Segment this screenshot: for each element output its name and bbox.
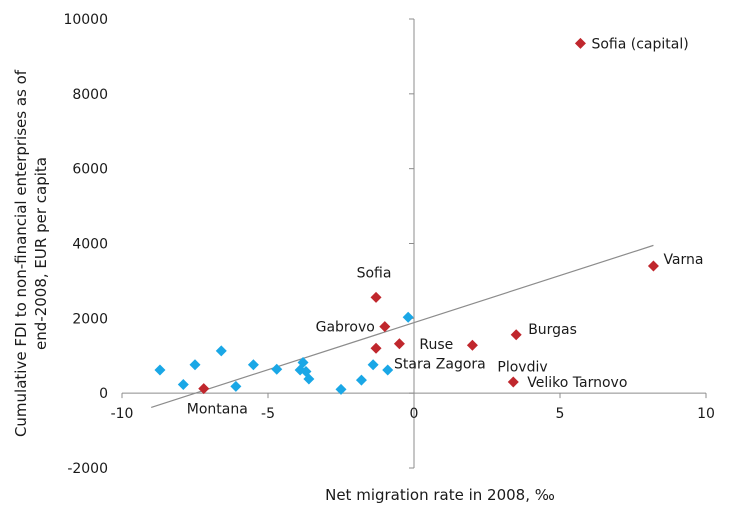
red-data-point bbox=[393, 338, 405, 350]
x-tick-label: 10 bbox=[697, 406, 715, 422]
blue-data-point bbox=[402, 311, 414, 323]
point-label: Veliko Tarnovo bbox=[527, 375, 627, 391]
x-tick-label: -5 bbox=[261, 406, 275, 422]
blue-data-point bbox=[215, 345, 227, 357]
point-label: Burgas bbox=[528, 322, 577, 338]
point-label: Varna bbox=[663, 252, 703, 268]
red-data-point bbox=[370, 342, 382, 354]
point-label: Stara Zagora bbox=[394, 356, 486, 372]
axes bbox=[121, 18, 707, 469]
red-data-point bbox=[466, 339, 478, 351]
blue-data-point bbox=[303, 373, 315, 385]
red-data-point bbox=[198, 383, 210, 395]
y-tick-label: 10000 bbox=[63, 12, 108, 28]
y-tick-label: 0 bbox=[99, 386, 108, 402]
blue-data-point bbox=[189, 359, 201, 371]
blue-data-point bbox=[367, 359, 379, 371]
red-data-point bbox=[574, 37, 586, 49]
blue-data-point bbox=[177, 379, 189, 391]
y-tick-label: 4000 bbox=[72, 237, 108, 253]
point-label: Plovdiv bbox=[497, 359, 547, 375]
y-tick-label: -2000 bbox=[67, 461, 108, 477]
x-tick-label: 0 bbox=[410, 406, 419, 422]
point-label: Gabrovo bbox=[316, 320, 375, 336]
blue-data-point bbox=[230, 380, 242, 392]
blue-data-point bbox=[154, 364, 166, 376]
blue-data-point bbox=[355, 374, 367, 386]
point-label: Ruse bbox=[419, 337, 453, 353]
trendline bbox=[151, 244, 654, 408]
point-label: Sofia bbox=[357, 265, 392, 281]
red-data-point bbox=[647, 260, 659, 272]
data-points bbox=[154, 37, 659, 395]
blue-data-point bbox=[382, 364, 394, 376]
y-axis-title-line: Cumulative FDI to non-financial enterpri… bbox=[12, 69, 30, 437]
red-data-point bbox=[379, 321, 391, 333]
y-tick-label: 2000 bbox=[72, 311, 108, 327]
red-data-point bbox=[507, 376, 519, 388]
y-tick-label: 6000 bbox=[72, 162, 108, 178]
y-axis-title-line: end-2008, EUR per capita bbox=[32, 157, 50, 350]
point-label: Sofia (capital) bbox=[591, 36, 688, 52]
y-axis-title: Cumulative FDI to non-financial enterpri… bbox=[12, 69, 50, 437]
x-axis-title: Net migration rate in 2008, ‰ bbox=[325, 486, 555, 504]
red-data-point bbox=[370, 291, 382, 303]
trendline-group bbox=[151, 244, 654, 408]
tick-labels: -10 -5 0 5 10 -2000 0 2000 4000 6000 8000 10000 bbox=[63, 12, 714, 477]
blue-data-point bbox=[247, 359, 259, 371]
x-tick-label: -10 bbox=[111, 406, 134, 422]
y-tick-label: 8000 bbox=[72, 87, 108, 103]
blue-data-point bbox=[271, 363, 283, 375]
red-data-point bbox=[510, 329, 522, 341]
blue-data-point bbox=[335, 383, 347, 395]
point-label: Montana bbox=[187, 402, 248, 418]
x-tick-label: 5 bbox=[556, 406, 565, 422]
point-labels: Montana Sofia Gabrovo Stara Zagora Ruse Plovd… bbox=[187, 36, 704, 417]
